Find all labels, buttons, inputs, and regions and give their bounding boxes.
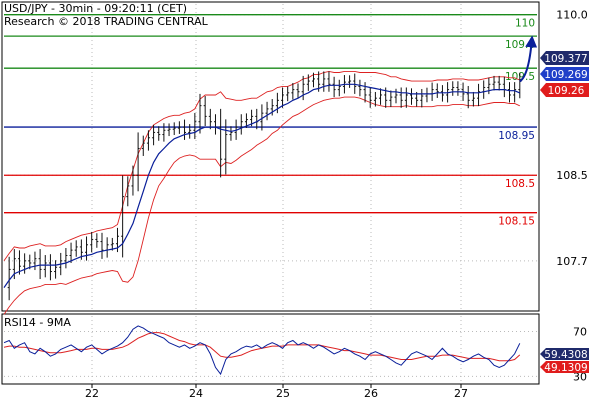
level-label: 108.95 (498, 130, 535, 142)
y-tick-label: 110.0 (556, 9, 588, 22)
rsi-y-tick-label: 30 (573, 370, 587, 383)
x-tick-label: 24 (189, 387, 203, 400)
bollinger-bands (3, 70, 520, 315)
price-tag: 109.269 (544, 69, 587, 81)
moving-average (3, 83, 521, 288)
level-label: 108.5 (505, 178, 535, 190)
main-panel (1, 1, 540, 312)
price-tag: 109.377 (544, 53, 587, 65)
price-tag: 109.26 (548, 85, 585, 97)
level-label: 108.15 (498, 216, 535, 228)
moving-average-line (3, 83, 521, 288)
x-tick-label: 27 (454, 387, 468, 400)
rsi-y-tick-label: 70 (573, 325, 587, 338)
x-tick-label: 26 (364, 387, 378, 400)
rsi-tag-bg (540, 348, 589, 360)
x-tick-label: 22 (85, 387, 99, 400)
chart-copyright: Research © 2018 TRADING CENTRAL (4, 15, 208, 28)
projection-arrow (519, 35, 538, 83)
y-tick-label: 108.5 (556, 169, 588, 182)
rsi-tag: 59.4308 (544, 349, 587, 361)
lower-band (3, 96, 520, 315)
rsi-title: RSI14 - 9MA (4, 316, 71, 329)
price-tag-bg (540, 51, 589, 65)
y-tick-label: 107.7 (556, 255, 588, 268)
rsi-tag-bg (540, 361, 589, 373)
price-bars (7, 71, 522, 301)
projection (519, 35, 538, 83)
level-label: 110 (515, 18, 535, 30)
rsi-tag: 49.1309 (544, 362, 587, 374)
price-tag-bg (540, 83, 589, 97)
upper-band (3, 70, 520, 262)
axes: 107.7 108.5 110.0 22 24 25 26 27 30 70 (85, 9, 588, 400)
chart-title: USD/JPY - 30min - 09:20:11 (CET) (4, 2, 188, 15)
rsi-lines (3, 325, 537, 377)
x-tick-label: 25 (276, 387, 290, 400)
rsi-line (3, 325, 521, 376)
price-tag-bg (540, 67, 589, 81)
